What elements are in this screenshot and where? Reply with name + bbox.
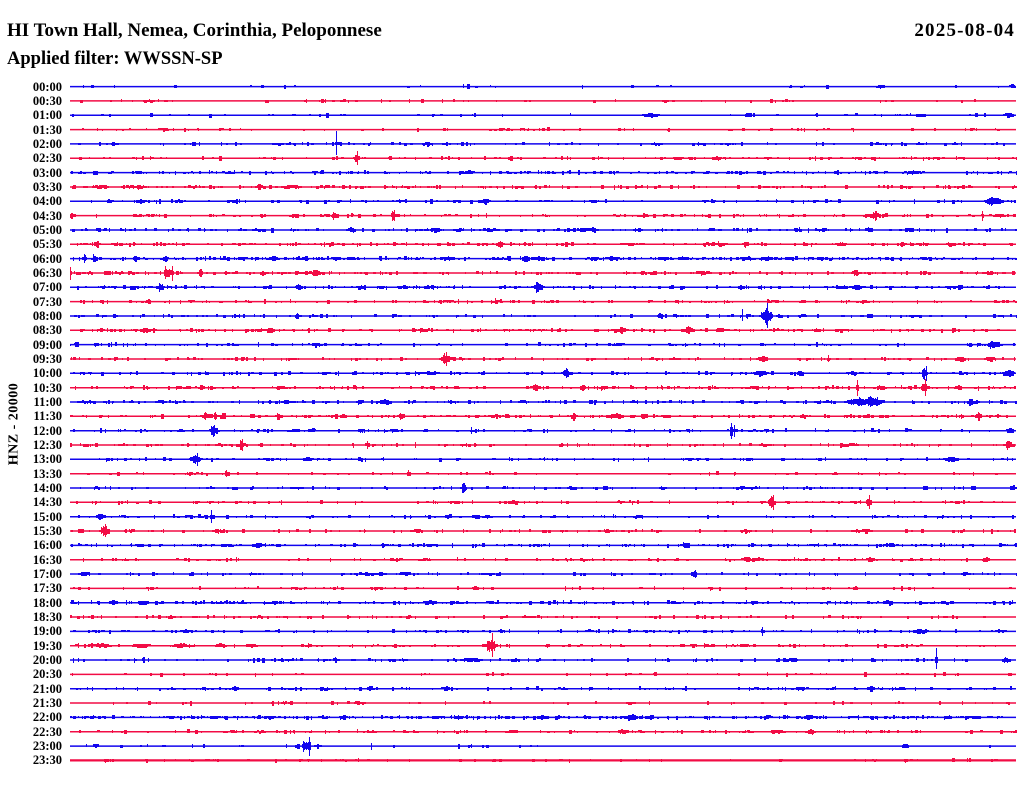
svg-text:14:00: 14:00 — [33, 481, 62, 495]
svg-text:10:00: 10:00 — [33, 366, 62, 380]
svg-text:20:00: 20:00 — [33, 653, 62, 667]
svg-text:08:30: 08:30 — [33, 323, 62, 337]
svg-text:05:30: 05:30 — [33, 237, 62, 251]
svg-text:20:30: 20:30 — [33, 667, 62, 681]
svg-text:2025-08-04: 2025-08-04 — [914, 20, 1015, 41]
svg-text:03:30: 03:30 — [33, 180, 62, 194]
svg-text:11:30: 11:30 — [34, 409, 62, 423]
svg-text:00:30: 00:30 — [33, 94, 62, 108]
svg-text:09:00: 09:00 — [33, 338, 62, 352]
svg-text:17:00: 17:00 — [33, 567, 62, 581]
svg-text:19:30: 19:30 — [33, 639, 62, 653]
svg-text:HNZ - 20000: HNZ - 20000 — [7, 383, 22, 466]
svg-text:04:00: 04:00 — [33, 194, 62, 208]
svg-text:16:30: 16:30 — [33, 553, 62, 567]
svg-text:18:30: 18:30 — [33, 610, 62, 624]
svg-text:15:30: 15:30 — [33, 524, 62, 538]
svg-text:15:00: 15:00 — [33, 510, 62, 524]
svg-text:23:30: 23:30 — [33, 753, 62, 767]
svg-text:10:30: 10:30 — [33, 381, 62, 395]
svg-text:07:30: 07:30 — [33, 295, 62, 309]
svg-text:22:00: 22:00 — [33, 710, 62, 724]
svg-text:06:00: 06:00 — [33, 252, 62, 266]
svg-text:12:30: 12:30 — [33, 438, 62, 452]
svg-text:16:00: 16:00 — [33, 538, 62, 552]
svg-text:05:00: 05:00 — [33, 223, 62, 237]
svg-text:13:00: 13:00 — [33, 452, 62, 466]
svg-text:HI Town Hall, Nemea, Corinthia: HI Town Hall, Nemea, Corinthia, Peloponn… — [7, 20, 382, 41]
svg-text:01:00: 01:00 — [33, 108, 62, 122]
svg-text:19:00: 19:00 — [33, 624, 62, 638]
svg-text:08:00: 08:00 — [33, 309, 62, 323]
svg-text:11:00: 11:00 — [34, 395, 62, 409]
svg-text:23:00: 23:00 — [33, 739, 62, 753]
svg-text:17:30: 17:30 — [33, 581, 62, 595]
svg-text:18:00: 18:00 — [33, 596, 62, 610]
svg-text:06:30: 06:30 — [33, 266, 62, 280]
svg-text:04:30: 04:30 — [33, 209, 62, 223]
svg-text:00:00: 00:00 — [33, 80, 62, 94]
svg-text:12:00: 12:00 — [33, 424, 62, 438]
svg-text:03:00: 03:00 — [33, 166, 62, 180]
svg-text:02:30: 02:30 — [33, 151, 62, 165]
svg-text:14:30: 14:30 — [33, 495, 62, 509]
svg-text:21:30: 21:30 — [33, 696, 62, 710]
svg-text:22:30: 22:30 — [33, 725, 62, 739]
svg-text:13:30: 13:30 — [33, 467, 62, 481]
svg-text:02:00: 02:00 — [33, 137, 62, 151]
svg-text:21:00: 21:00 — [33, 682, 62, 696]
svg-text:07:00: 07:00 — [33, 280, 62, 294]
svg-text:09:30: 09:30 — [33, 352, 62, 366]
svg-text:01:30: 01:30 — [33, 123, 62, 137]
svg-text:Applied filter: WWSSN-SP: Applied filter: WWSSN-SP — [7, 49, 223, 69]
